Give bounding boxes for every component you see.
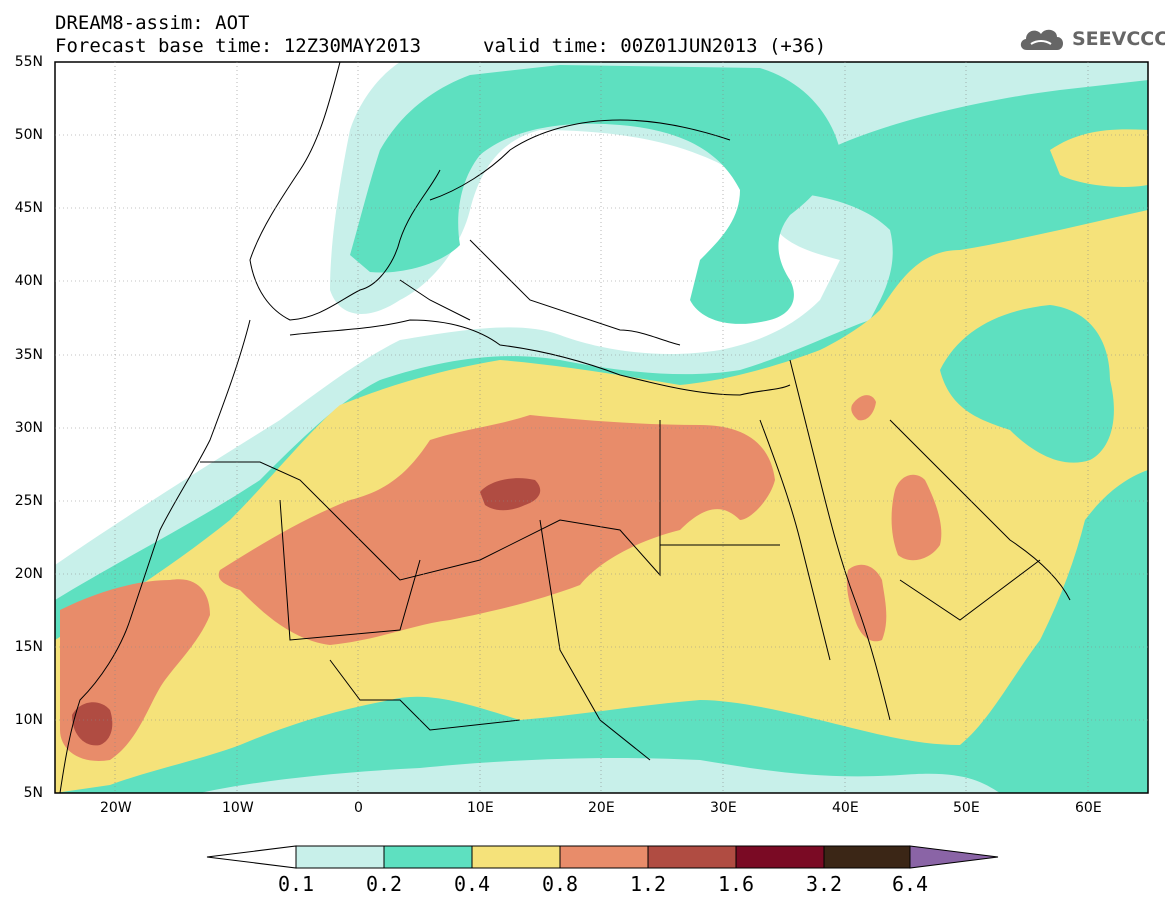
- aot-band-0.8-redsea: [846, 564, 887, 642]
- aot-band-0.8-iraq: [851, 395, 876, 421]
- cloud-icon: [1020, 29, 1063, 50]
- lat-label-50n: 50N: [14, 127, 43, 143]
- aot-band-0.2-europe: [350, 65, 840, 324]
- colorbar-label-1.6: 1.6: [717, 872, 755, 896]
- coastlines: [59, 62, 1071, 793]
- colorbar-label-0.2: 0.2: [365, 872, 403, 896]
- lon-label-50e: 50E: [953, 800, 980, 816]
- colorbar-label-0.4: 0.4: [453, 872, 491, 896]
- lat-label-10n: 10N: [14, 712, 43, 728]
- lat-label-5n: 5N: [23, 785, 43, 801]
- aot-band-0.4-north: [1050, 129, 1148, 187]
- lat-label-20n: 20N: [14, 566, 43, 582]
- lon-label-20w: 20W: [100, 800, 132, 816]
- lon-label-0: 0: [354, 800, 363, 816]
- colorbar-cell-0.1: [295, 845, 385, 869]
- seevccc-logo: SEEVCCC: [1017, 22, 1165, 56]
- colorbar-cell-3.2: [823, 845, 911, 869]
- colorbar-low-arrow: [206, 845, 297, 869]
- colorbar-label-3.2: 3.2: [805, 872, 843, 896]
- lat-label-15n: 15N: [14, 639, 43, 655]
- lon-label-40e: 40E: [832, 800, 859, 816]
- lat-label-35n: 35N: [14, 347, 43, 363]
- lat-label-45n: 45N: [14, 200, 43, 216]
- lon-label-10w: 10W: [222, 800, 254, 816]
- colorbar-high-arrow: [909, 845, 999, 869]
- colorbar-cell-1.2: [647, 845, 737, 869]
- lat-label-25n: 25N: [14, 493, 43, 509]
- valid-time: valid time: 00Z01JUN2013 (+36): [483, 35, 827, 57]
- colorbar: [206, 845, 999, 869]
- lon-label-20e: 20E: [588, 800, 615, 816]
- colorbar-cell-0.4: [471, 845, 561, 869]
- colorbar-cell-0.8: [559, 845, 649, 869]
- map-title: DREAM8-assim: AOT: [55, 12, 250, 34]
- aot-band-0.8-sahara: [218, 415, 776, 645]
- lat-label-30n: 30N: [14, 420, 43, 436]
- colorbar-label-0.1: 0.1: [277, 872, 315, 896]
- aot-band-1.2-west: [72, 702, 113, 746]
- lon-label-30e: 30E: [710, 800, 737, 816]
- aot-band-0.2-arabia: [940, 305, 1114, 463]
- lon-label-10e: 10E: [467, 800, 494, 816]
- forecast-base-time: Forecast base time: 12Z30MAY2013: [55, 35, 422, 57]
- lat-label-55n: 55N: [14, 54, 43, 70]
- plot-frame: [54, 61, 1149, 794]
- logo-text: SEEVCCC: [1072, 28, 1165, 50]
- lon-label-60e: 60E: [1075, 800, 1102, 816]
- lat-label-40n: 40N: [14, 273, 43, 289]
- aot-band-1.2-algeria: [480, 478, 541, 511]
- colorbar-cell-1.6: [735, 845, 825, 869]
- colorbar-label-1.2: 1.2: [629, 872, 667, 896]
- colorbar-label-0.8: 0.8: [541, 872, 579, 896]
- colorbar-label-6.4: 6.4: [891, 872, 929, 896]
- aot-band-0.8-arabia: [891, 474, 942, 561]
- colorbar-cell-0.2: [383, 845, 473, 869]
